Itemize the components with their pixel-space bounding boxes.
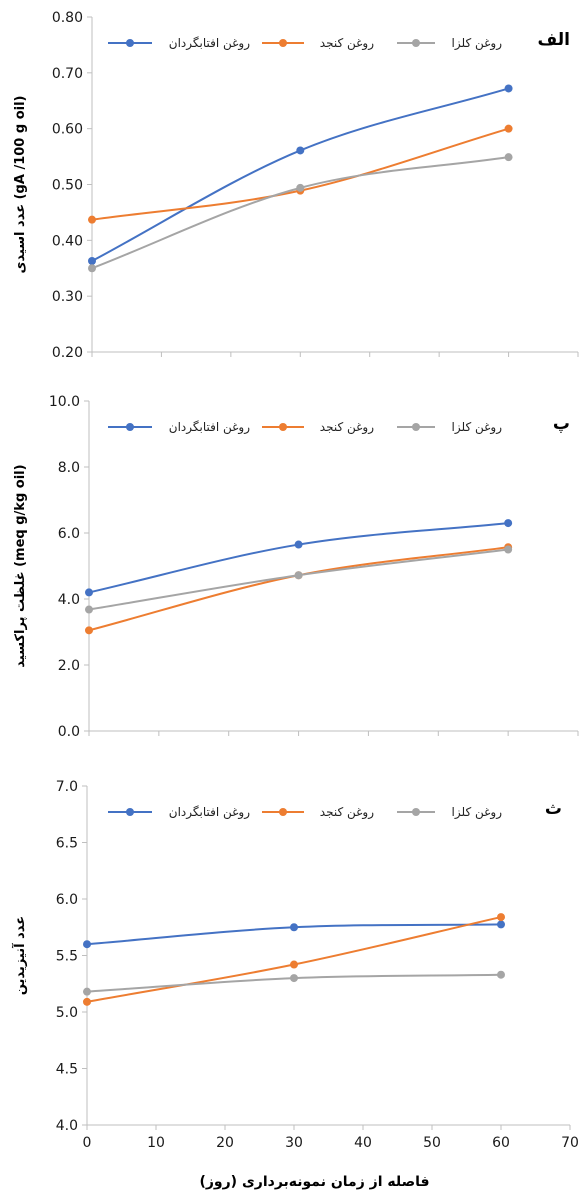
y-tick-label: 10.0 <box>49 394 80 410</box>
data-point <box>497 913 505 922</box>
y-tick-label: 5.0 <box>56 1005 78 1021</box>
y-tick-label: 6.0 <box>56 892 78 908</box>
y-tick-label: 4.0 <box>56 1118 78 1134</box>
data-point <box>497 920 505 929</box>
x-tick-label: 30 <box>285 1135 303 1151</box>
x-axis-title: فاصله از زمان نمونه‌برداری (روز) <box>199 1174 429 1190</box>
legend-marker <box>412 808 420 816</box>
y-tick-label: 0.70 <box>52 66 83 82</box>
series-line <box>88 548 509 611</box>
data-point <box>88 215 96 224</box>
data-point <box>290 960 298 969</box>
legend-label: روغن کنجد <box>320 805 374 820</box>
legend-label: روغن کلزا <box>452 36 503 51</box>
y-axis-title: عدد اسیدی (gA /100 g oil) <box>13 96 28 274</box>
data-point <box>85 626 93 635</box>
data-point <box>294 540 303 549</box>
y-tick-label: 0.40 <box>52 233 83 249</box>
data-point <box>504 545 513 554</box>
legend-label: روغن کلزا <box>452 805 503 820</box>
legend-label: روغن کنجد <box>320 36 374 51</box>
x-tick-label: 0 <box>83 1135 92 1151</box>
panel-label: پ <box>553 414 570 434</box>
data-point <box>294 571 303 580</box>
y-tick-label: 4.5 <box>56 1062 78 1078</box>
y-tick-label: 5.5 <box>56 949 78 965</box>
data-point <box>83 987 91 996</box>
x-tick-label: 10 <box>147 1135 165 1151</box>
legend-marker <box>279 423 287 431</box>
data-point <box>83 997 91 1006</box>
legend-marker <box>126 423 134 431</box>
data-point <box>85 605 93 614</box>
legend: روغن افتابگردان روغن کنجد روغن کلزا <box>108 36 502 51</box>
data-point <box>85 588 93 597</box>
legend-label: روغن افتابگردان <box>169 420 250 435</box>
y-tick-label: 8.0 <box>58 460 80 476</box>
legend: روغن افتابگردان روغن کنجد روغن کلزا <box>108 805 502 820</box>
y-tick-label: 0.30 <box>52 289 83 305</box>
legend-label: روغن کلزا <box>452 420 503 435</box>
y-tick-label: 6.5 <box>56 836 78 852</box>
legend-label: روغن افتابگردان <box>169 36 250 51</box>
y-tick-label: 0.20 <box>52 345 83 361</box>
y-tick-label: 2.0 <box>58 658 80 674</box>
y-tick-label: 0.50 <box>52 178 83 194</box>
data-point <box>504 124 513 133</box>
chart-panel-1: 0.20 0.30 0.40 0.50 0.60 0.70 0.80 عدد اسیدی (g… <box>13 10 579 361</box>
series-line <box>88 546 509 632</box>
data-point <box>504 519 513 528</box>
y-tick-label: 0.0 <box>58 724 80 740</box>
legend-marker <box>126 808 134 816</box>
chart-panel-3: 4.0 4.5 5.0 5.5 6.0 6.5 7.0 0 10 20 30 40 50 60 70 عدد … <box>11 779 579 1190</box>
chart-panel-2: 0.0 2.0 4.0 6.0 8.0 10.0 غلظت پراکسید (meq g/k… <box>13 394 579 740</box>
series-line <box>91 127 509 221</box>
data-point <box>296 183 305 192</box>
legend-marker <box>279 808 287 816</box>
x-tick-label: 70 <box>561 1135 579 1151</box>
data-point <box>504 153 513 162</box>
y-tick-label: 4.0 <box>58 592 80 608</box>
legend: روغن افتابگردان روغن کنجد روغن کلزا <box>108 420 502 435</box>
data-point <box>88 256 96 265</box>
panel-label: ث <box>545 799 562 819</box>
data-point <box>296 146 305 155</box>
y-tick-label: 7.0 <box>56 779 78 795</box>
y-axis-title: غلظت پراکسید (meq g/kg oil) <box>13 464 28 667</box>
data-point <box>290 974 298 983</box>
data-point <box>504 84 513 93</box>
y-tick-label: 6.0 <box>58 526 80 542</box>
x-tick-label: 60 <box>492 1135 510 1151</box>
x-tick-label: 40 <box>354 1135 372 1151</box>
x-tick-label: 20 <box>216 1135 234 1151</box>
legend-marker <box>279 39 287 47</box>
data-point <box>83 940 91 949</box>
y-axis-title: عدد آنیزیدین <box>11 916 28 995</box>
legend-label: روغن کنجد <box>320 420 374 435</box>
y-tick-label: 0.60 <box>52 122 83 138</box>
data-point <box>88 264 96 273</box>
data-point <box>290 923 298 932</box>
panel-label: الف <box>538 30 570 50</box>
data-point <box>497 970 505 979</box>
x-tick-label: 50 <box>423 1135 441 1151</box>
legend-marker <box>412 423 420 431</box>
legend-marker <box>412 39 420 47</box>
series-line <box>91 87 509 262</box>
legend-marker <box>126 39 134 47</box>
y-tick-label: 0.80 <box>52 10 83 26</box>
legend-label: روغن افتابگردان <box>169 805 250 820</box>
